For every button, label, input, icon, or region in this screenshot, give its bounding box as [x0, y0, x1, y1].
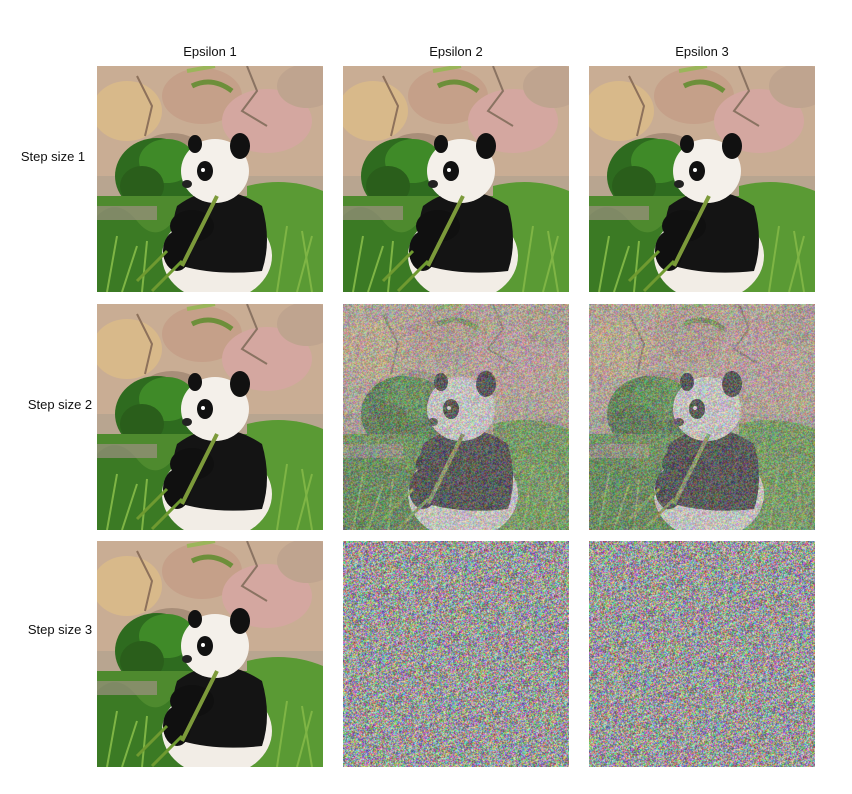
image-cell-r1-c3 — [589, 66, 815, 292]
noise-overlay — [589, 304, 815, 530]
column-label-epsilon-3: Epsilon 3 — [675, 44, 729, 59]
row-label-step-size-3: Step size 3 — [27, 622, 93, 637]
panda-image — [589, 66, 815, 292]
row-label-step-size-1: Step size 1 — [20, 149, 86, 164]
image-cell-r3-c1 — [97, 541, 323, 767]
image-cell-r1-c1 — [97, 66, 323, 292]
panda-image — [343, 66, 569, 292]
image-cell-r3-c2 — [343, 541, 569, 767]
image-cell-r1-c2 — [343, 66, 569, 292]
panda-image — [97, 304, 323, 530]
panda-image — [97, 541, 323, 767]
noise-overlay — [343, 541, 569, 767]
column-label-epsilon-2: Epsilon 2 — [429, 44, 483, 59]
noise-overlay — [343, 304, 569, 530]
column-label-epsilon-1: Epsilon 1 — [183, 44, 237, 59]
image-cell-r3-c3 — [589, 541, 815, 767]
row-label-step-size-2: Step size 2 — [27, 397, 93, 412]
image-cell-r2-c3 — [589, 304, 815, 530]
image-cell-r2-c1 — [97, 304, 323, 530]
noise-overlay — [589, 541, 815, 767]
panda-image — [97, 66, 323, 292]
image-cell-r2-c2 — [343, 304, 569, 530]
